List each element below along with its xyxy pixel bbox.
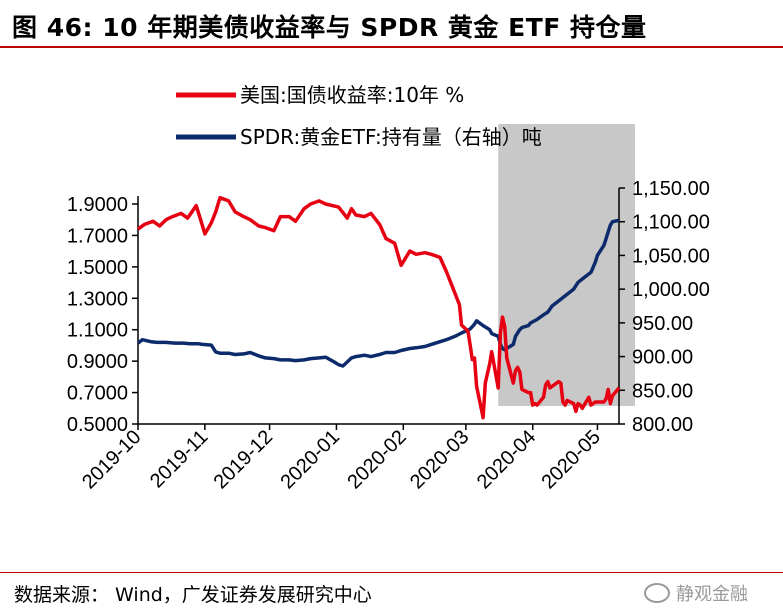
right-axis-tick-label: 1,050.00 [632, 245, 710, 267]
right-axis-tick-label: 850.00 [632, 380, 693, 402]
series-line-spdr-gold-holdings [136, 218, 620, 368]
right-axis-tick-label: 800.00 [632, 414, 693, 436]
wechat-logo-icon [644, 583, 670, 603]
x-axis-tick-label: 2020-02 [343, 426, 410, 493]
watermark-text: 静观金融 [676, 584, 748, 605]
right-axis-tick-label: 950.00 [632, 313, 693, 335]
right-axis-tick-label: 1,000.00 [632, 279, 710, 301]
x-axis-tick-label: 2019-11 [146, 426, 212, 492]
left-axis-tick-label: 1.3000 [67, 288, 128, 310]
right-axis-tick-label: 1,150.00 [632, 178, 710, 200]
left-axis-tick-label: 0.7000 [67, 383, 128, 405]
x-axis-tick-label: 2019-10 [78, 426, 145, 493]
left-axis-tick-label: 1.9000 [67, 194, 128, 216]
legend-label-yield: 美国:国债收益率:10年 % [240, 83, 464, 107]
series-line-us-10y-yield [136, 195, 621, 420]
x-axis-tick-label: 2020-05 [538, 426, 605, 493]
x-axis-tick-label: 2020-04 [473, 426, 540, 493]
left-axis-tick-label: 1.1000 [67, 320, 128, 342]
shaded-region [498, 124, 635, 406]
source-note: 数据来源： Wind，广发证券发展研究中心 [14, 584, 372, 606]
x-axis-tick-label: 2019-12 [210, 426, 277, 493]
x-axis-tick-label: 2020-01 [277, 426, 344, 493]
right-axis-tick-label: 1,100.00 [632, 212, 710, 234]
left-axis-tick-label: 1.7000 [67, 225, 128, 247]
legend-label-gold: SPDR:黄金ETF:持有量（右轴）吨 [240, 125, 542, 149]
left-axis-tick-label: 0.5000 [67, 414, 128, 436]
figure-title: 图 46: 10 年期美债收益率与 SPDR 黄金 ETF 持仓量 [12, 13, 647, 42]
watermark: 静观金融 [644, 580, 748, 606]
title-divider [0, 46, 783, 48]
left-axis-tick-label: 0.9000 [67, 351, 128, 373]
x-axis-tick-label: 2020-03 [406, 426, 473, 493]
right-axis-tick-label: 900.00 [632, 347, 693, 369]
left-axis-tick-label: 1.5000 [67, 257, 128, 279]
source-divider [0, 572, 783, 573]
